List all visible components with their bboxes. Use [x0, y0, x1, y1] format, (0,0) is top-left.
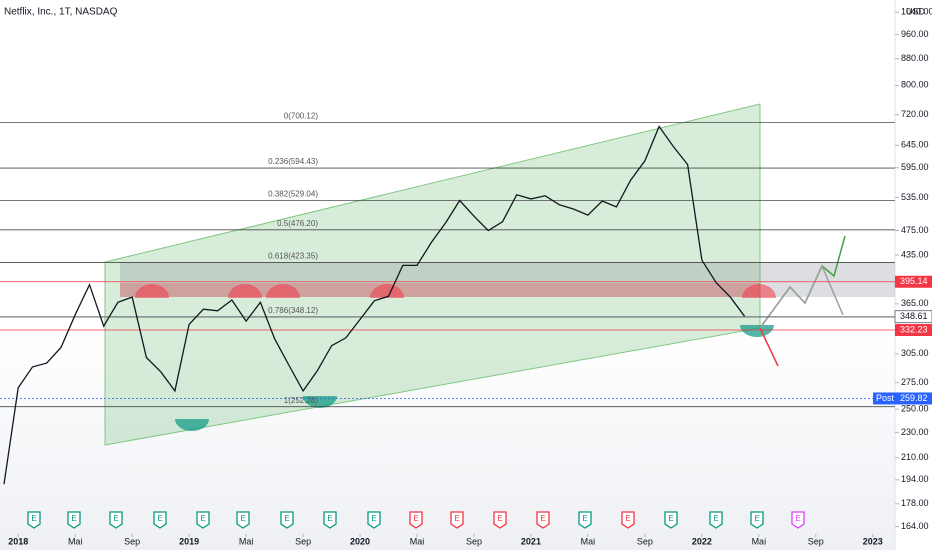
- earnings-label: E: [284, 514, 289, 523]
- earnings-label: E: [668, 514, 673, 523]
- y-tick-label: 275.00: [901, 377, 929, 387]
- x-tick-label: Sep: [808, 536, 824, 546]
- top-markers: [135, 284, 776, 298]
- earnings-marker: [750, 511, 764, 529]
- x-tick-label: 2020: [350, 536, 370, 546]
- earnings-marker: [67, 511, 81, 529]
- x-tick-label: Mai: [410, 536, 425, 546]
- earnings-label: E: [413, 514, 418, 523]
- y-tick-label: 230.00: [901, 427, 929, 437]
- y-tick-label: 210.00: [901, 452, 929, 462]
- earnings-label: E: [795, 514, 800, 523]
- x-tick-label: Mai: [581, 536, 596, 546]
- earnings-label: E: [240, 514, 245, 523]
- x-tick-label: Mai: [752, 536, 767, 546]
- earnings-marker: [493, 511, 507, 529]
- x-tick-label: 2022: [692, 536, 712, 546]
- x-tick-label: 2021: [521, 536, 541, 546]
- fib-label: 0.382(529.04): [268, 190, 318, 199]
- y-tick-label: 720.00: [901, 109, 929, 119]
- earnings-label: E: [31, 514, 36, 523]
- projections: [759, 235, 846, 367]
- price-tag: [894, 310, 932, 324]
- earnings-marker: [27, 511, 41, 529]
- earnings-marker: [709, 511, 723, 529]
- earnings-label: E: [754, 514, 759, 523]
- earnings-marker: [450, 511, 464, 529]
- earnings-marker: [621, 511, 635, 529]
- y-tick-label: 178.00: [901, 498, 929, 508]
- chart-title: Netflix, Inc., 1T, NASDAQ: [4, 7, 118, 18]
- post-tag: [873, 392, 895, 405]
- y-tick-label: 435.00: [901, 249, 929, 259]
- x-tick-label: 2019: [179, 536, 199, 546]
- price-tag: [895, 275, 932, 288]
- fib-label: 1(252.28): [284, 396, 319, 405]
- fib-label: 0.5(476.20): [277, 219, 318, 228]
- earnings-label: E: [157, 514, 162, 523]
- y-tick-label: 535.00: [901, 192, 929, 202]
- price-line-series: [3, 125, 746, 485]
- earnings-label: E: [200, 514, 205, 523]
- price-tag: [895, 324, 932, 337]
- fib-label: 0.618(423.35): [268, 252, 318, 261]
- fib-label: 0.236(594.43): [268, 157, 318, 166]
- earnings-label: E: [625, 514, 630, 523]
- y-tick-label: 305.00: [901, 348, 929, 358]
- x-tick-label: Sep: [124, 536, 140, 546]
- earnings-marker: [323, 511, 337, 529]
- y-tick-label: 1040.00: [901, 7, 932, 17]
- earnings-marker: [367, 511, 381, 529]
- fib-label: 0.786(348.12): [268, 306, 318, 315]
- earnings-label: E: [713, 514, 718, 523]
- y-tick-label: 365.00: [901, 298, 929, 308]
- y-tick-label: 880.00: [901, 53, 929, 63]
- bottom-markers: [175, 325, 774, 431]
- y-tick-label: 960.00: [901, 29, 929, 39]
- earnings-marker: [409, 511, 423, 529]
- y-tick-label: 475.00: [901, 225, 929, 235]
- earnings-marker: [153, 511, 167, 529]
- x-tick-label: 2018: [8, 536, 28, 546]
- earnings-marker: [791, 511, 805, 529]
- price-tag: [895, 392, 932, 405]
- earnings-label: E: [71, 514, 76, 523]
- post-tag-label: Post: [876, 393, 895, 403]
- earnings-marker: [664, 511, 678, 529]
- fib-label: 0(700.12): [284, 112, 319, 121]
- y-unit: USD: [906, 6, 926, 16]
- y-tick-label: 800.00: [901, 80, 929, 90]
- x-tick-label: 2023: [863, 536, 883, 546]
- earnings-marker: [236, 511, 250, 529]
- earnings-marker: [196, 511, 210, 529]
- y-tick-label: 645.00: [901, 140, 929, 150]
- earnings-marker: [578, 511, 592, 529]
- earnings-marker: [109, 511, 123, 529]
- y-tick-label: 164.00: [901, 521, 929, 531]
- earnings-label: E: [540, 514, 545, 523]
- earnings-label: E: [582, 514, 587, 523]
- price-tag-label: 395.14: [900, 276, 928, 286]
- earnings-label: E: [327, 514, 332, 523]
- price-tag-label: 348.61: [900, 311, 928, 321]
- y-tick-label: 194.00: [901, 474, 929, 484]
- earnings-marker: [280, 511, 294, 529]
- earnings-label: E: [371, 514, 376, 523]
- earnings-label: E: [454, 514, 459, 523]
- price-tag-label: 259.82: [900, 393, 928, 403]
- earnings-label: E: [113, 514, 118, 523]
- price-tag-label: 332.23: [900, 324, 928, 334]
- x-tick-label: Mai: [68, 536, 83, 546]
- resistance-band: [120, 283, 760, 297]
- x-tick-label: Sep: [466, 536, 482, 546]
- plot-background: [0, 0, 895, 550]
- y-tick-label: 595.00: [901, 162, 929, 172]
- x-tick-label: Mai: [239, 536, 254, 546]
- y-tick-label: 250.00: [901, 404, 929, 414]
- x-tick-label: Sep: [637, 536, 653, 546]
- earnings-marker: [536, 511, 550, 529]
- x-tick-label: Sep: [295, 536, 311, 546]
- earnings-label: E: [497, 514, 502, 523]
